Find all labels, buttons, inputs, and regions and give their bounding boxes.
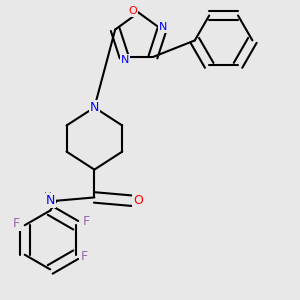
Text: N: N — [159, 22, 168, 32]
Text: N: N — [46, 194, 56, 207]
Text: F: F — [13, 217, 20, 230]
Text: F: F — [82, 215, 90, 229]
Text: N: N — [121, 55, 129, 65]
Text: H: H — [44, 192, 52, 202]
Text: O: O — [128, 6, 137, 16]
Text: N: N — [90, 101, 99, 114]
Text: F: F — [80, 250, 88, 263]
Text: O: O — [133, 194, 143, 207]
